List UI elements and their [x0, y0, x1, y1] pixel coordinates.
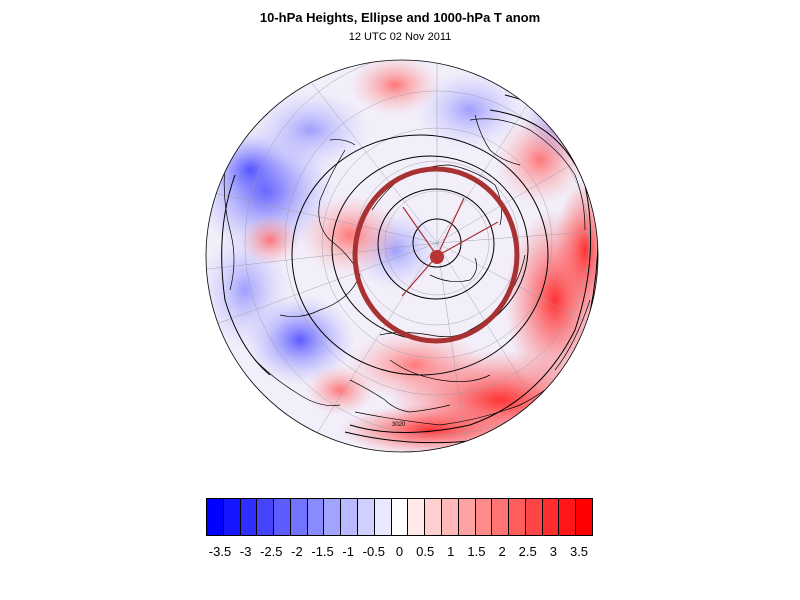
colorbar-label: -2.5 — [260, 544, 283, 559]
colorbar-label: 2.5 — [518, 544, 537, 559]
colorbar-cell — [307, 499, 325, 535]
colorbar-cell — [525, 499, 543, 535]
chart-title: 10-hPa Heights, Ellipse and 1000-hPa T a… — [259, 10, 541, 25]
colorbar-cell — [207, 499, 224, 535]
colorbar-cell — [358, 499, 375, 535]
colorbar-cell — [458, 499, 476, 535]
colorbar-label: 0 — [395, 544, 404, 559]
colorbar-cell — [408, 499, 426, 535]
colorbar-cell — [341, 499, 359, 535]
colorbar-cell — [441, 499, 459, 535]
globe-outline — [205, 59, 599, 453]
colorbar-cell — [274, 499, 291, 535]
colorbar-cell — [290, 499, 308, 535]
colorbar-cell — [542, 499, 560, 535]
colorbar-cell — [559, 499, 577, 535]
colorbar-label: -2 — [291, 544, 303, 559]
colorbar-label: 0.5 — [416, 544, 435, 559]
colorbar-cell — [492, 499, 510, 535]
colorbar-label: 2 — [498, 544, 506, 559]
colorbar-cell — [374, 499, 392, 535]
colorbar-labels: -3.5 -3 -2.5 -2 -1.5 -1 -0.5 0 0.5 1 1.5 2 2.5 3 3.5 — [206, 544, 593, 560]
colorbar-cell — [324, 499, 342, 535]
ellipse-center-marker — [430, 250, 444, 264]
colorbar-cell — [223, 499, 241, 535]
colorbar-label: 3 — [549, 544, 557, 559]
colorbar-cell — [257, 499, 275, 535]
colorbar-cell — [509, 499, 526, 535]
colorbar-label: 3.5 — [569, 544, 589, 559]
chart-subtitle: 12 UTC 02 Nov 2011 — [348, 31, 452, 43]
contour-label-3020: 3020 — [392, 422, 406, 428]
colorbar-cell — [576, 499, 592, 535]
colorbar-label: -3 — [239, 544, 252, 559]
colorbar-cell — [425, 499, 442, 535]
colorbar-label: 1 — [447, 544, 455, 559]
colorbar-label: 1.5 — [467, 544, 486, 559]
colorbar-cell — [391, 499, 409, 535]
colorbar-label: -1.5 — [311, 544, 334, 559]
colorbar-label: -1 — [342, 544, 354, 559]
colorbar — [206, 498, 593, 536]
anomaly-field: 3020 — [206, 60, 598, 452]
colorbar-label: -0.5 — [362, 544, 386, 559]
colorbar-cell — [240, 499, 258, 535]
fitted-ellipse — [352, 166, 520, 344]
colorbar-label: -3.5 — [208, 544, 232, 559]
colorbar-cell — [475, 499, 493, 535]
